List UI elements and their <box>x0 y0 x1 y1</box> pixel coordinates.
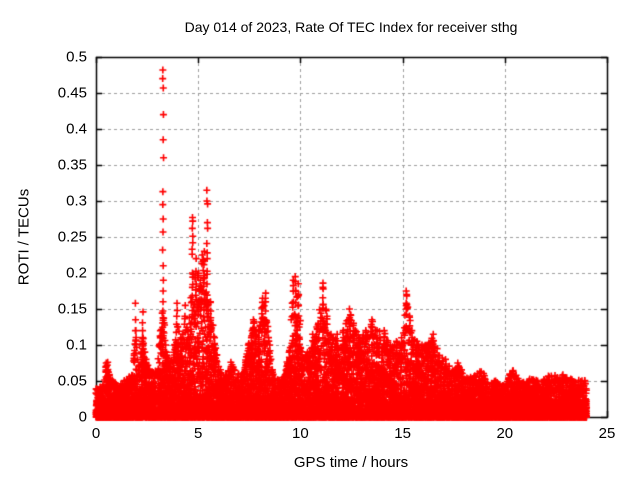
chart-title: Day 014 of 2023, Rate Of TEC Index for r… <box>184 19 518 35</box>
x-tick-label: 0 <box>91 425 101 442</box>
y-axis-label: ROTI / TECUs <box>15 188 33 286</box>
x-tick-label: 10 <box>292 425 309 442</box>
y-tick-label: 0.1 <box>66 336 87 354</box>
y-tick-label: 0.35 <box>57 156 87 174</box>
x-tick-label: 5 <box>194 425 203 442</box>
x-tick-label: 15 <box>394 425 411 442</box>
y-tick-label: 0 <box>78 408 87 426</box>
x-tick-label: 25 <box>598 425 616 442</box>
x-axis-label: GPS time / hours <box>293 454 409 471</box>
y-tick-label: 0.3 <box>66 192 87 210</box>
y-tick-label: 0.5 <box>66 48 87 66</box>
y-tick-label: 0.45 <box>57 84 87 102</box>
x-tick-label: 20 <box>496 425 514 442</box>
y-tick-label: 0.2 <box>66 264 87 282</box>
y-tick-label: 0.05 <box>57 372 87 390</box>
y-tick-label: 0.25 <box>57 228 87 246</box>
y-tick-label: 0.4 <box>66 120 87 138</box>
y-tick-label: 0.15 <box>57 300 87 318</box>
